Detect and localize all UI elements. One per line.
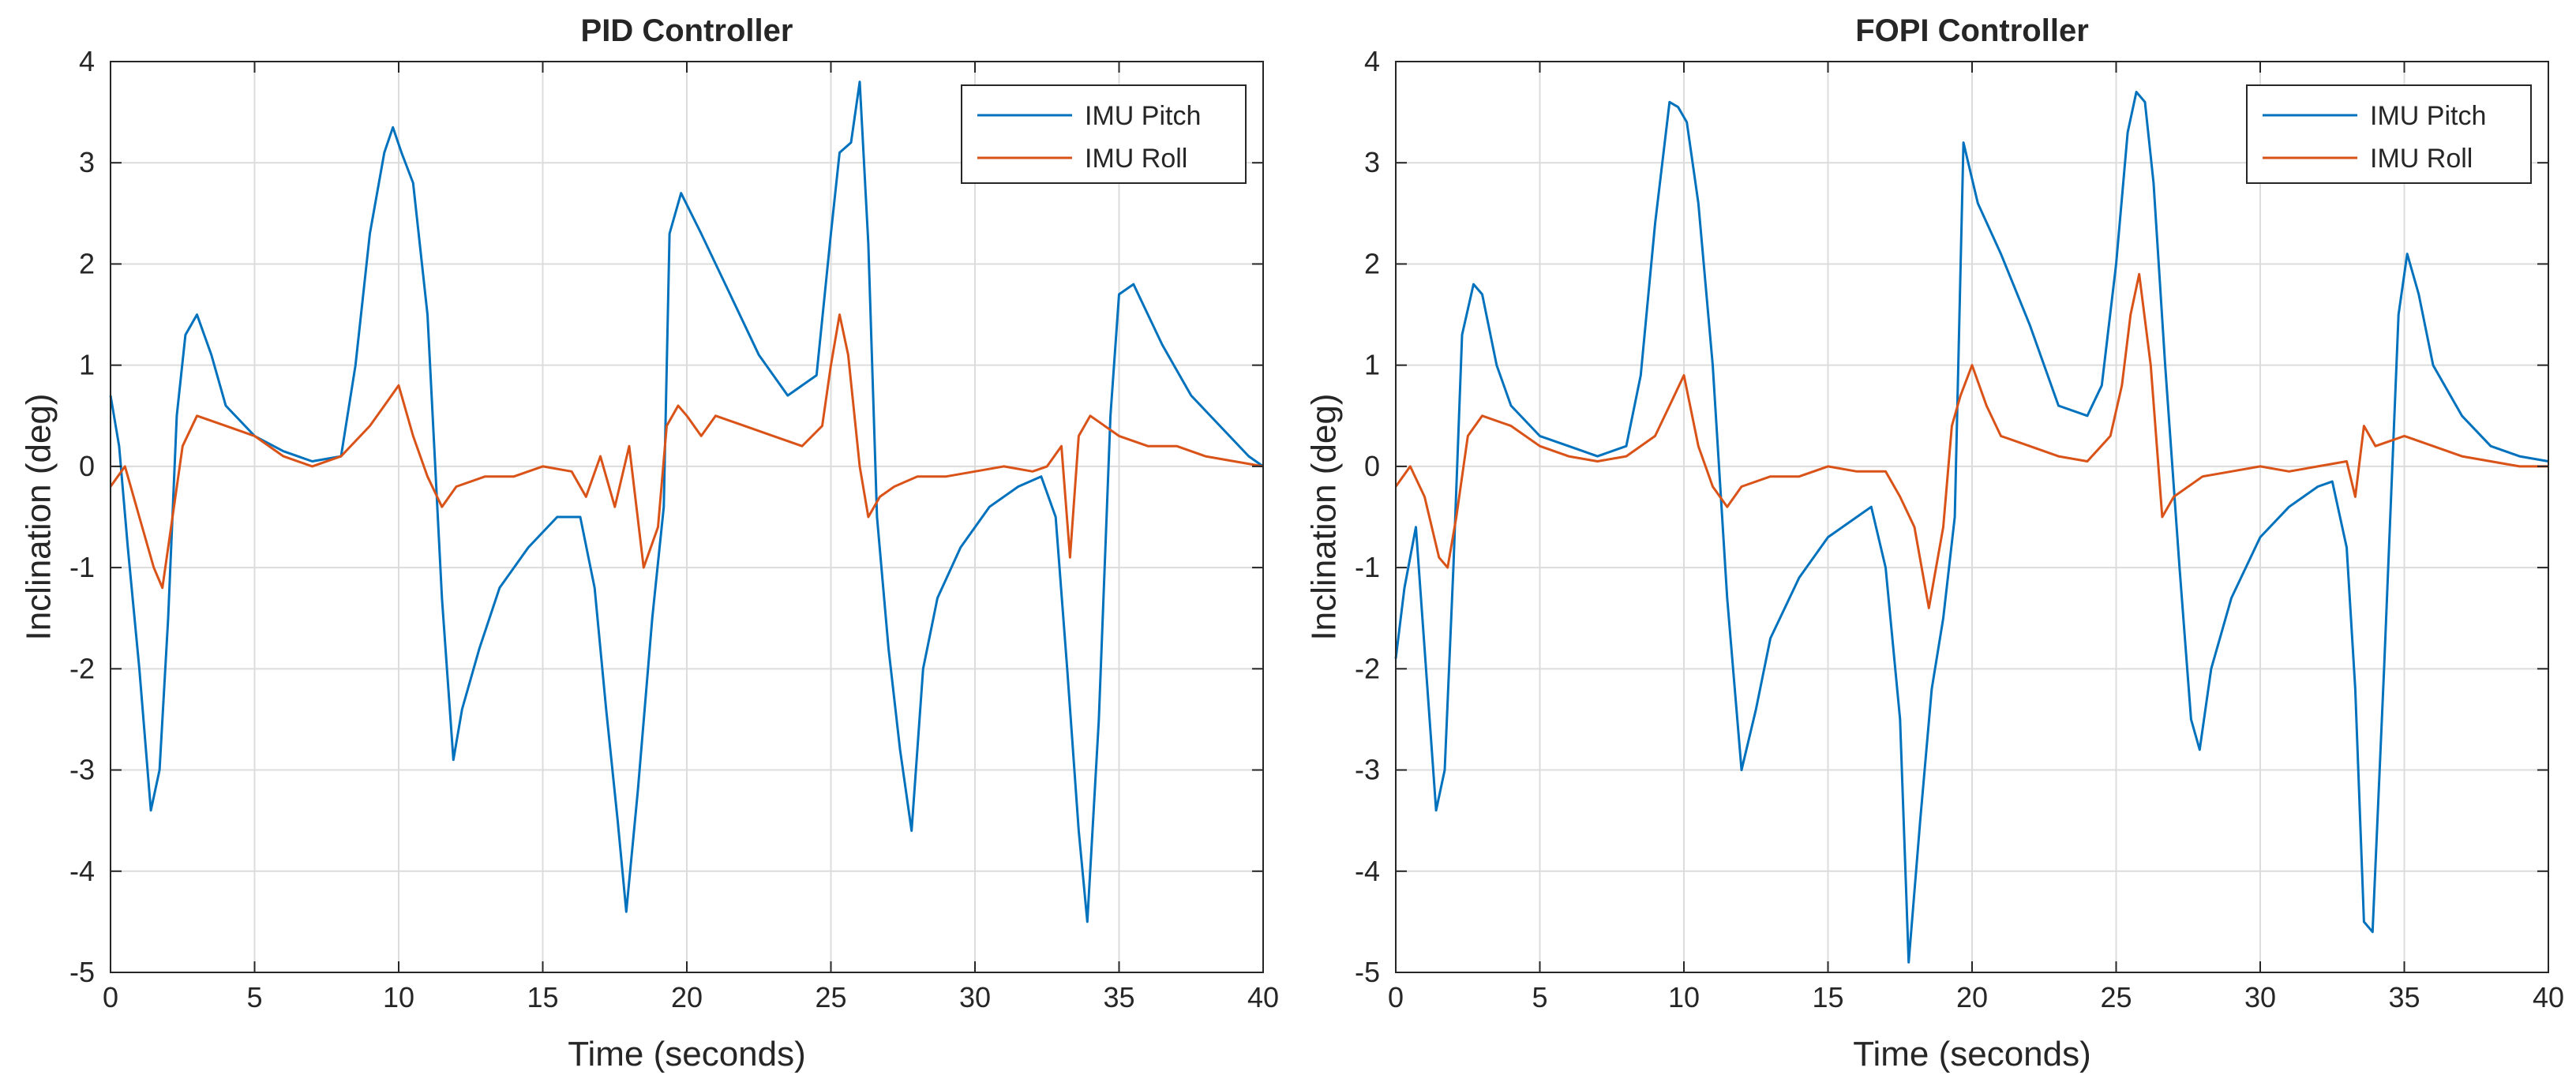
y-tick-label: 3 xyxy=(79,146,95,178)
y-axis-label: Inclination (deg) xyxy=(19,393,58,640)
x-tick-label: 25 xyxy=(815,981,846,1013)
x-tick-label: 15 xyxy=(527,981,558,1013)
x-tick-label: 40 xyxy=(1247,981,1279,1013)
x-tick-label: 10 xyxy=(383,981,414,1013)
x-tick-label: 20 xyxy=(1956,981,1988,1013)
x-tick-label: 0 xyxy=(1388,981,1404,1013)
y-tick-label: -1 xyxy=(69,551,95,583)
y-tick-label: -5 xyxy=(69,956,95,988)
y-tick-label: 1 xyxy=(1364,349,1380,381)
series-line-imu-roll xyxy=(1394,272,2548,609)
legend: IMU Pitch IMU Roll xyxy=(2246,84,2532,184)
x-tick-label: 30 xyxy=(2244,981,2276,1013)
y-tick-label: -2 xyxy=(1355,652,1380,684)
series-lines xyxy=(1394,91,2549,964)
y-tick-label: 0 xyxy=(1364,450,1380,482)
y-tick-label: -3 xyxy=(1355,754,1380,786)
series-lines xyxy=(109,81,1264,923)
x-axis-ticks: 0 5 10 15 20 25 30 35 40 xyxy=(103,62,1279,1013)
legend-label-imu-pitch: IMU Pitch xyxy=(1085,101,1201,131)
y-tick-label: -4 xyxy=(1355,855,1380,887)
legend-label-imu-pitch: IMU Pitch xyxy=(2370,101,2486,131)
x-tick-label: 25 xyxy=(2100,981,2132,1013)
y-tick-label: 3 xyxy=(1364,146,1380,178)
x-tick-label: 35 xyxy=(2388,981,2420,1013)
x-tick-label: 15 xyxy=(1812,981,1843,1013)
legend-box xyxy=(2246,84,2532,184)
y-tick-label: -3 xyxy=(69,754,95,786)
y-axis-ticks: -5 -4 -3 -2 -1 0 1 2 3 4 xyxy=(69,45,1263,988)
x-tick-label: 0 xyxy=(103,981,118,1013)
legend-box xyxy=(961,84,1247,184)
x-tick-label: 35 xyxy=(1103,981,1134,1013)
y-tick-label: 2 xyxy=(1364,247,1380,279)
y-axis-label: Inclination (deg) xyxy=(1304,393,1343,640)
y-tick-label: -4 xyxy=(69,855,95,887)
pid-controller-chart: 0 5 10 15 20 25 30 35 40 -5 -4 -3 -2 -1 0 1 2 3 4 PID Con… xyxy=(19,13,1279,1073)
fopi-controller-chart: 0 5 10 15 20 25 30 35 40 -5 -4 -3 -2 -1 0 1 2 3 4 FOPI Co… xyxy=(1304,13,2564,1073)
y-tick-label: -2 xyxy=(69,652,95,684)
chart-title: FOPI Controller xyxy=(1855,13,2089,48)
y-tick-label: 1 xyxy=(79,349,95,381)
legend-label-imu-roll: IMU Roll xyxy=(1085,144,1187,174)
y-tick-label: 0 xyxy=(79,450,95,482)
y-tick-label: -1 xyxy=(1355,551,1380,583)
x-axis-label: Time (seconds) xyxy=(568,1035,806,1073)
x-axis-ticks: 0 5 10 15 20 25 30 35 40 xyxy=(1388,62,2564,1013)
y-axis-ticks: -5 -4 -3 -2 -1 0 1 2 3 4 xyxy=(1355,45,2548,988)
y-tick-label: -5 xyxy=(1355,956,1380,988)
chart-title: PID Controller xyxy=(581,13,793,48)
x-tick-label: 5 xyxy=(246,981,262,1013)
x-axis-label: Time (seconds) xyxy=(1853,1035,2091,1073)
series-line-imu-pitch xyxy=(1394,91,2549,964)
x-tick-label: 5 xyxy=(1532,981,1547,1013)
legend-label-imu-roll: IMU Roll xyxy=(2370,144,2473,174)
x-tick-label: 20 xyxy=(671,981,703,1013)
y-tick-label: 2 xyxy=(79,247,95,279)
x-tick-label: 10 xyxy=(1668,981,1700,1013)
series-line-imu-roll xyxy=(109,313,1264,590)
x-tick-label: 30 xyxy=(959,981,991,1013)
y-tick-label: 4 xyxy=(1364,45,1380,77)
y-tick-label: 4 xyxy=(79,45,95,77)
legend: IMU Pitch IMU Roll xyxy=(961,84,1247,184)
x-tick-label: 40 xyxy=(2533,981,2564,1013)
